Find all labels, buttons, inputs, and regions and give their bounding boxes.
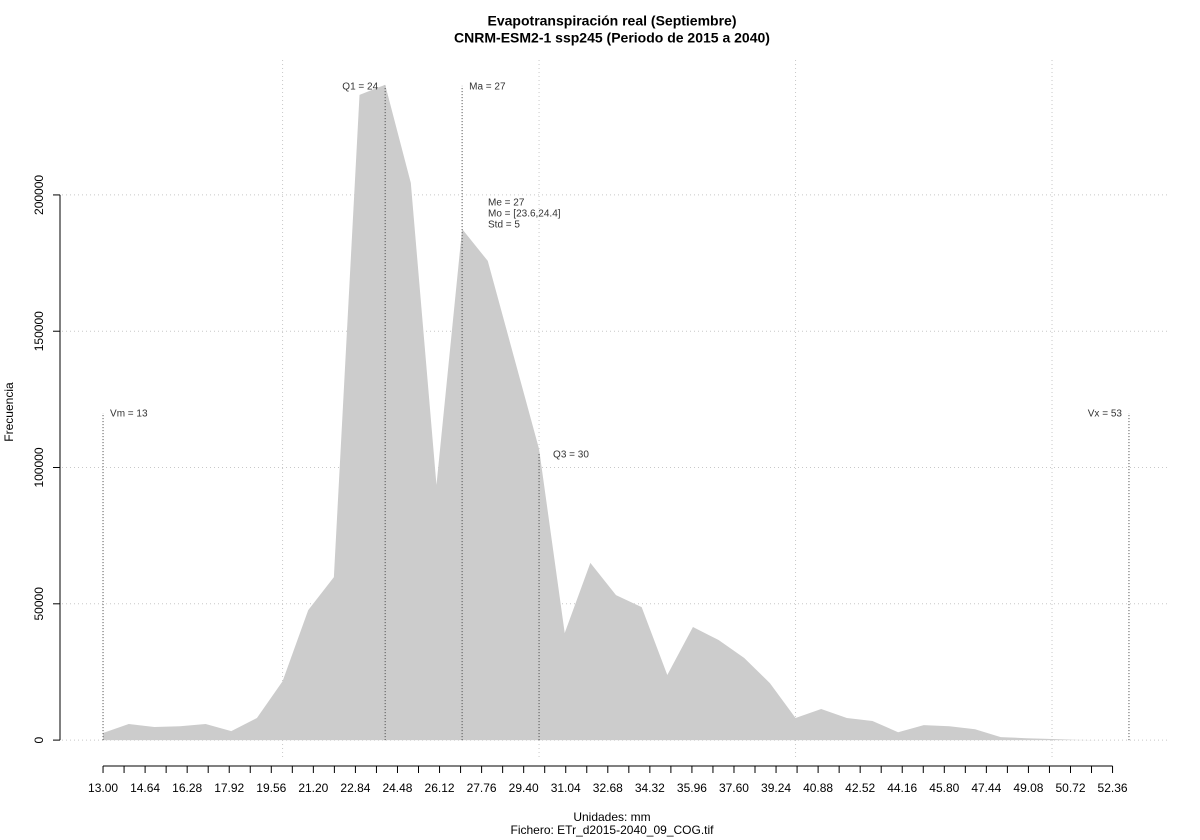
x-tick-label: 34.32 [635,781,665,795]
footnote: Fichero: ETr_d2015-2040_09_COG.tif [511,823,715,837]
y-tick-label: 100000 [32,447,46,487]
y-tick-label: 200000 [32,175,46,215]
reference-label: Vm = 13 [110,409,148,420]
y-tick-label: 150000 [32,311,46,351]
x-tick-label: 44.16 [887,781,917,795]
stats-label: Mo = [23.6,24.4] [488,209,561,220]
x-tick-label: 32.68 [593,781,623,795]
x-tick-label: 47.44 [971,781,1001,795]
x-tick-label: 27.76 [467,781,497,795]
x-tick-label: 13.00 [88,781,118,795]
x-tick-label: 52.36 [1098,781,1128,795]
reference-label: Q1 = 24 [342,82,378,93]
stats-label: Me = 27 [488,198,525,209]
x-tick-label: 31.04 [551,781,581,795]
area [103,84,1129,741]
x-tick-label: 26.12 [425,781,455,795]
x-tick-label: 24.48 [382,781,412,795]
x-axis-label: Unidades: mm [573,810,650,824]
reference-label: Vx = 53 [1088,409,1123,420]
x-tick-label: 22.84 [340,781,370,795]
x-tick-label: 45.80 [929,781,959,795]
x-tick-label: 16.28 [172,781,202,795]
reference-label: Ma = 27 [469,82,506,93]
x-tick-label: 35.96 [677,781,707,795]
reference-label: Q3 = 30 [553,450,589,461]
x-tick-label: 14.64 [130,781,160,795]
y-tick-label: 50000 [32,587,46,621]
x-tick-label: 29.40 [509,781,539,795]
y-axis-label: Frecuencia [2,382,16,442]
chart-subtitle: CNRM-ESM2-1 ssp245 (Periodo de 2015 a 20… [454,30,770,46]
x-tick-label: 37.60 [719,781,749,795]
x-tick-label: 40.88 [803,781,833,795]
x-tick-label: 39.24 [761,781,791,795]
x-tick-label: 50.72 [1055,781,1085,795]
stats-label: Std = 5 [488,220,520,231]
chart-title: Evapotranspiración real (Septiembre) [488,13,737,29]
x-tick-label: 49.08 [1013,781,1043,795]
x-tick-label: 19.56 [256,781,286,795]
y-tick-label: 0 [32,736,46,743]
x-tick-label: 21.20 [298,781,328,795]
x-tick-label: 17.92 [214,781,244,795]
x-tick-label: 42.52 [845,781,875,795]
